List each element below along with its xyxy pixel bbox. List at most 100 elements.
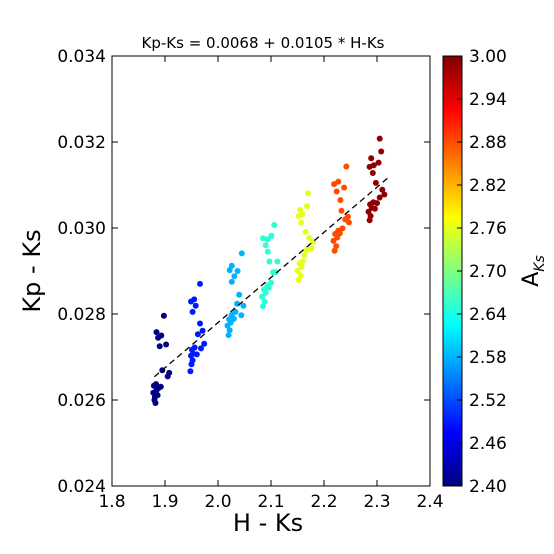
x-axis: 1.8 1.9 2.0 2.1 2.2 2.3 2.4	[98, 56, 444, 512]
data-point	[197, 320, 203, 327]
data-point	[336, 230, 343, 237]
y-tick-label: 0.024	[57, 477, 106, 497]
y-tick-label: 0.034	[57, 47, 106, 67]
data-point	[371, 205, 378, 212]
data-point	[306, 234, 313, 241]
colorbar-tick-label: 2.70	[469, 262, 507, 282]
data-point	[338, 207, 345, 214]
data-point	[197, 280, 203, 287]
data-point	[375, 159, 382, 166]
data-point	[187, 368, 194, 375]
data-point	[272, 269, 279, 276]
data-point	[368, 155, 375, 162]
data-point	[194, 331, 201, 338]
data-point	[238, 250, 245, 257]
data-point	[337, 197, 344, 204]
x-tick-label: 2.4	[416, 492, 443, 512]
x-tick-label: 2.0	[204, 492, 231, 512]
x-tick-label: 2.3	[363, 492, 390, 512]
data-point	[378, 148, 385, 155]
data-point	[333, 243, 340, 250]
x-axis-label: H - Ks	[233, 509, 303, 537]
y-tick-label: 0.032	[57, 133, 106, 153]
colorbar-tick-label: 3.00	[469, 47, 507, 67]
data-point	[379, 186, 386, 193]
fit-line	[153, 177, 389, 378]
data-point	[369, 170, 376, 176]
data-point	[374, 200, 380, 207]
data-point	[226, 327, 233, 334]
colorbar-tick-label: 2.82	[469, 176, 507, 196]
x-tick-label: 2.2	[310, 492, 337, 512]
x-tick-label: 1.8	[98, 492, 125, 512]
data-point	[191, 344, 198, 351]
colorbar-tick-label: 2.58	[469, 348, 507, 368]
data-point	[228, 278, 235, 285]
colorbar-tick-label: 2.52	[469, 391, 507, 411]
data-point	[260, 303, 266, 310]
colorbar-tick-label: 2.94	[469, 90, 507, 110]
data-point	[345, 219, 352, 226]
data-point	[228, 262, 235, 269]
colorbar-tick-label: 2.64	[469, 305, 507, 325]
colorbar-tick-label: 2.40	[469, 477, 507, 497]
data-point	[304, 203, 310, 210]
data-point	[198, 345, 204, 352]
data-point	[265, 284, 272, 291]
data-point	[261, 298, 268, 305]
data-point	[264, 248, 271, 255]
data-point	[201, 340, 208, 347]
data-point	[238, 312, 245, 319]
data-point	[302, 228, 309, 235]
data-point	[308, 245, 315, 252]
data-point	[225, 332, 232, 339]
data-point	[226, 316, 233, 323]
data-point	[370, 162, 377, 169]
data-point	[372, 179, 379, 186]
colorbar-label-main: A	[519, 272, 544, 287]
data-point	[163, 341, 170, 348]
colorbar-tick-label: 2.76	[469, 219, 507, 239]
data-point	[158, 332, 165, 339]
data-point	[376, 194, 383, 201]
data-point	[230, 315, 237, 322]
y-axis-label: Kp - Ks	[18, 229, 46, 312]
data-point	[298, 219, 305, 226]
y-tick-label: 0.028	[57, 305, 106, 325]
data-point	[260, 235, 266, 242]
data-point	[259, 293, 265, 300]
y-axis: 0.024 0.026 0.028 0.030 0.032 0.034	[57, 47, 430, 497]
data-point	[234, 268, 241, 274]
data-point	[294, 267, 301, 274]
data-point	[266, 258, 273, 265]
data-point	[299, 258, 306, 265]
y-tick-label: 0.026	[57, 391, 106, 411]
data-point	[271, 222, 278, 228]
chart-title: Kp-Ks = 0.0068 + 0.0105 * H-Ks	[142, 34, 385, 52]
data-point	[157, 383, 164, 390]
data-point	[193, 351, 200, 358]
data-point	[274, 258, 281, 265]
y-tick-label: 0.030	[57, 219, 106, 239]
data-point	[297, 272, 304, 279]
data-point	[156, 343, 163, 350]
data-point	[303, 247, 310, 254]
data-point	[344, 213, 351, 220]
x-tick-label: 1.9	[151, 492, 178, 512]
data-point	[301, 252, 308, 259]
data-point	[333, 188, 340, 195]
data-point	[339, 225, 346, 232]
data-point	[381, 191, 388, 198]
data-point	[297, 206, 304, 213]
data-point	[192, 302, 199, 309]
colorbar-label-subscript: Ks	[532, 255, 548, 271]
data-point	[343, 163, 350, 170]
data-point	[151, 394, 158, 400]
data-point	[236, 291, 243, 298]
data-point	[199, 327, 206, 334]
data-point	[240, 302, 247, 309]
data-point	[166, 369, 173, 376]
data-point	[295, 277, 302, 283]
colorbar-tick-label: 2.46	[469, 434, 507, 454]
